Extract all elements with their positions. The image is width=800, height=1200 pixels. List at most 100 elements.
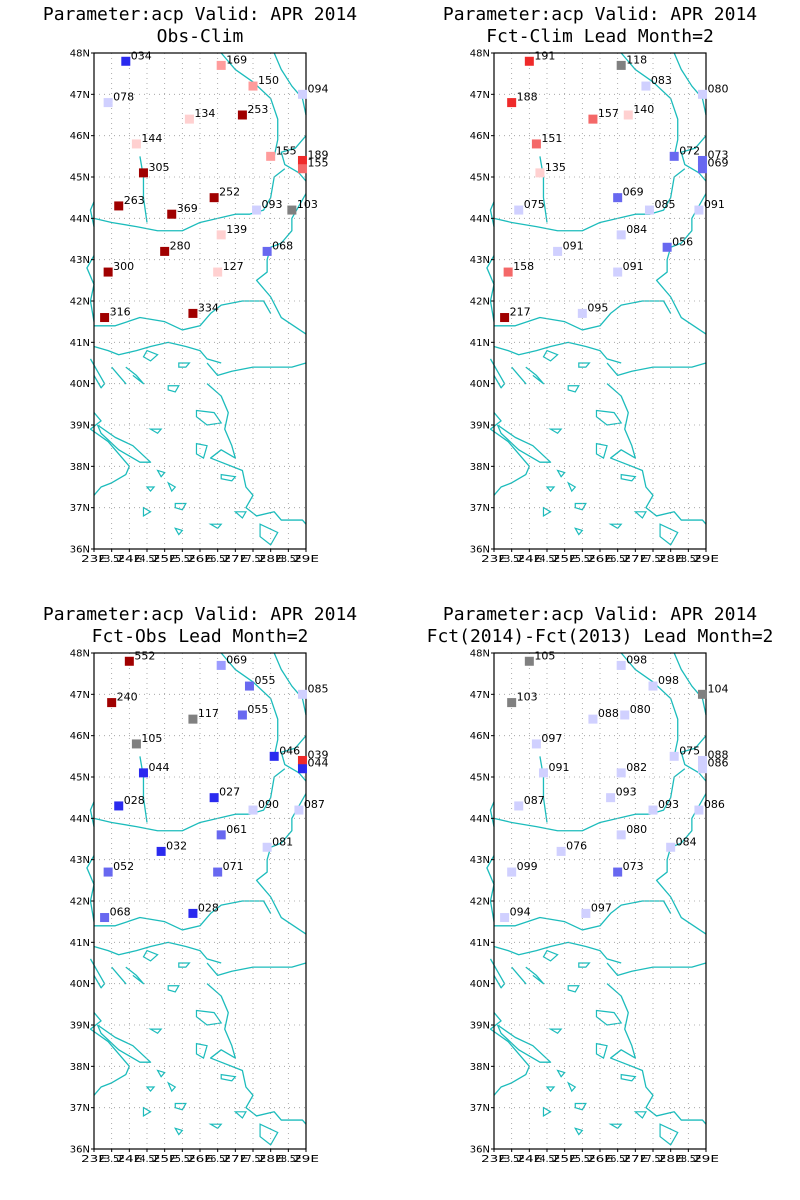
lat-label: 39N — [470, 1021, 490, 1032]
station-value-label: 056 — [672, 235, 693, 248]
station-value-label: 082 — [626, 761, 647, 774]
panel-title: Parameter:acp Valid: APR 2014 — [42, 604, 358, 625]
lat-label: 43N — [70, 855, 90, 866]
coastline — [489, 201, 495, 227]
lat-label: 36N — [470, 1145, 490, 1156]
lat-label: 41N — [70, 938, 90, 949]
station-marker — [297, 764, 307, 774]
island-outline — [545, 486, 556, 493]
station-value-label: 127 — [223, 260, 244, 273]
station-value-label: 073 — [707, 148, 728, 161]
lon-label: 28.5E — [675, 554, 701, 565]
lon-label: 25.5E — [169, 554, 195, 565]
station-value-label: 093 — [262, 198, 283, 211]
lat-label: 46N — [70, 731, 90, 742]
lat-label: 37N — [470, 1103, 490, 1114]
station-value-label: 088 — [598, 707, 619, 720]
island-outline — [542, 349, 559, 362]
station-marker — [662, 242, 672, 252]
lat-label: 36N — [470, 545, 490, 556]
station-marker — [613, 267, 623, 277]
station-value-label: 027 — [219, 786, 240, 799]
lon-label: 26.5E — [205, 1154, 231, 1165]
station-marker — [507, 98, 517, 108]
lon-label: 25E — [152, 1154, 178, 1165]
station-marker — [538, 768, 548, 778]
lat-label: 46N — [70, 131, 90, 142]
lat-label: 42N — [70, 897, 90, 908]
station-value-label: 087 — [524, 794, 545, 807]
island-outline — [595, 409, 623, 426]
station-marker — [266, 151, 276, 161]
station-marker — [103, 867, 113, 877]
station-value-label: 086 — [707, 757, 728, 770]
station-marker — [297, 89, 307, 99]
station-marker — [500, 313, 510, 323]
coastline — [280, 735, 307, 782]
station-marker — [213, 267, 223, 277]
station-value-label: 169 — [226, 53, 247, 66]
station-marker — [613, 193, 623, 203]
lon-label: 23.5E — [499, 554, 525, 565]
lat-label: 45N — [470, 173, 490, 184]
station-value-label: 139 — [226, 223, 247, 236]
station-value-label: 028 — [198, 901, 219, 914]
station-marker — [262, 246, 272, 256]
island-outline — [620, 473, 637, 482]
panel-subtitle: Obs-Clim — [156, 26, 244, 47]
station-value-label: 068 — [110, 906, 131, 919]
lon-label: 29E — [293, 1154, 319, 1165]
station-marker — [531, 739, 541, 749]
station-marker — [237, 710, 247, 720]
coastline-layer — [86, 52, 307, 546]
island-outline — [608, 1123, 623, 1130]
station-value-label: 188 — [517, 91, 538, 104]
lat-label: 37N — [70, 1103, 90, 1114]
island-outline — [595, 1042, 608, 1059]
station-value-label: 073 — [623, 860, 644, 873]
panel-title: Parameter:acp Valid: APR 2014 — [42, 4, 358, 25]
coastline — [139, 156, 148, 223]
lon-label: 23E — [481, 554, 507, 565]
island-outline — [659, 1123, 679, 1146]
station-value-label: 316 — [110, 306, 131, 319]
panel-subtitle: Fct-Obs Lead Month=2 — [91, 626, 309, 647]
lat-label: 40N — [70, 379, 90, 390]
lat-label: 41N — [470, 938, 490, 949]
lat-label: 41N — [70, 338, 90, 349]
station-marker — [131, 739, 141, 749]
station-value-label: 157 — [598, 107, 619, 120]
station-marker — [188, 308, 198, 318]
station-value-label: 105 — [141, 732, 162, 745]
coastline — [206, 983, 307, 1125]
station-marker — [577, 308, 587, 318]
coastline — [273, 52, 307, 116]
station-value-label: 104 — [707, 682, 728, 695]
station-marker — [669, 151, 679, 161]
station-marker — [556, 846, 566, 856]
coastline — [139, 756, 148, 823]
map-panel-fct-clim: Parameter:acp Valid: APR 2014 Fct-Clim L… — [400, 0, 800, 600]
coastline — [93, 168, 286, 232]
island-outline — [574, 527, 584, 536]
coastline — [673, 652, 707, 716]
station-marker — [666, 842, 676, 852]
island-outline — [178, 962, 191, 968]
lat-label: 43N — [70, 255, 90, 266]
lat-label: 47N — [70, 690, 90, 701]
lon-label: 26.5E — [605, 554, 631, 565]
station-marker — [237, 110, 247, 120]
coastline — [511, 966, 527, 985]
coastline — [255, 793, 307, 935]
lat-label: 41N — [470, 338, 490, 349]
coastline — [525, 966, 545, 985]
island-outline — [208, 523, 223, 530]
station-marker — [188, 714, 198, 724]
station-marker — [213, 867, 223, 877]
station-marker — [644, 205, 654, 215]
island-outline — [574, 1102, 587, 1111]
station-value-label: 155 — [276, 144, 297, 157]
lat-label: 45N — [70, 773, 90, 784]
coastline — [655, 793, 707, 935]
